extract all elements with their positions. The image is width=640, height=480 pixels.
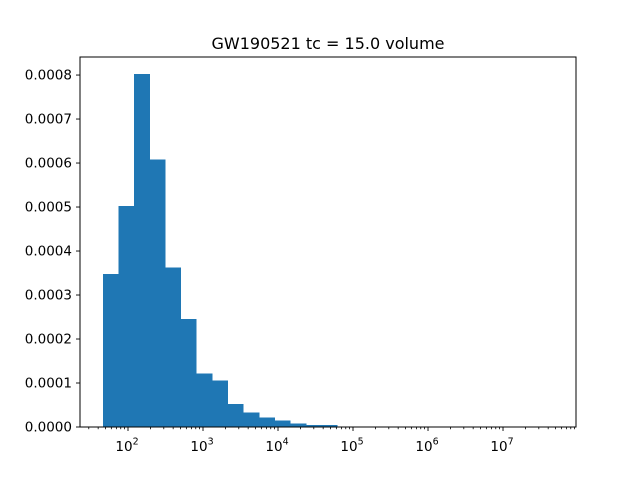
histogram-bar bbox=[196, 373, 213, 427]
histogram-bar bbox=[102, 273, 119, 427]
y-tick-label: 0.0000 bbox=[25, 420, 72, 436]
histogram-bar bbox=[228, 404, 244, 427]
histogram-bar bbox=[259, 417, 276, 427]
y-tick-label: 0.0002 bbox=[25, 332, 72, 348]
x-tick-label: 107 bbox=[490, 437, 513, 456]
histogram-bar bbox=[275, 420, 291, 427]
y-tick-label: 0.0003 bbox=[25, 288, 72, 304]
histogram-bar bbox=[181, 319, 197, 427]
plot-frame bbox=[79, 56, 577, 428]
x-tick-label: 103 bbox=[190, 437, 213, 456]
x-tick-label: 102 bbox=[115, 437, 138, 456]
histogram-bar bbox=[212, 380, 229, 427]
y-tick-label: 0.0004 bbox=[25, 244, 72, 260]
x-tick-label: 104 bbox=[265, 437, 288, 456]
histogram-bar bbox=[134, 74, 150, 427]
y-tick-label: 0.0006 bbox=[25, 156, 72, 172]
histogram-bar bbox=[165, 267, 182, 427]
y-tick-label: 0.0008 bbox=[25, 68, 72, 84]
x-tick-label: 105 bbox=[340, 437, 363, 456]
x-tick-label: 106 bbox=[415, 437, 438, 456]
y-tick-label: 0.0001 bbox=[25, 376, 72, 392]
histogram-bar bbox=[290, 423, 307, 427]
histogram-bar bbox=[118, 206, 135, 427]
chart-title: GW190521 tc = 15.0 volume bbox=[211, 34, 444, 53]
histogram-bar bbox=[306, 425, 323, 427]
histogram-bar bbox=[243, 412, 260, 427]
y-tick-label: 0.0005 bbox=[25, 200, 72, 216]
y-tick-label: 0.0007 bbox=[25, 112, 72, 128]
histogram-bar bbox=[149, 159, 166, 427]
histogram-bar bbox=[322, 425, 338, 427]
